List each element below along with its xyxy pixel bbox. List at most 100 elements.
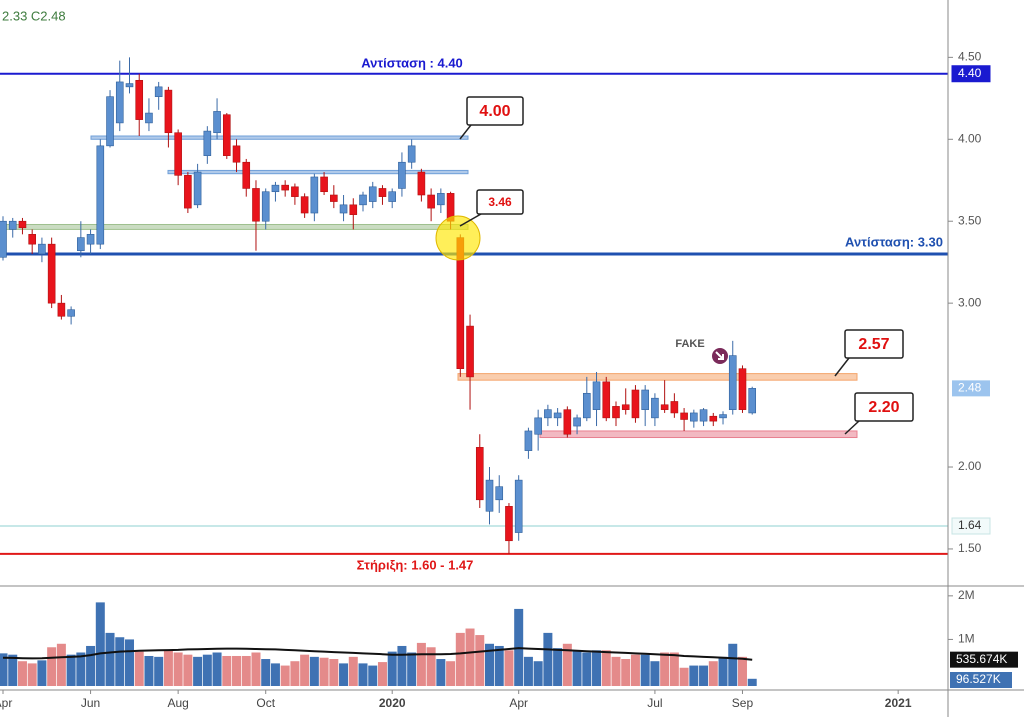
volume-bar: [183, 654, 193, 686]
zone: [90, 135, 469, 140]
y-tick-label: 2.00: [958, 459, 982, 473]
candle-body: [407, 145, 416, 163]
volume-bar: [202, 654, 212, 686]
y-tick-label: 1.50: [958, 541, 982, 555]
last-price-label: 2.48: [958, 381, 982, 395]
candle-body: [38, 243, 46, 255]
candle-body: [534, 417, 542, 435]
candle-body: [339, 204, 348, 214]
candle-body: [719, 414, 727, 419]
highlight-circle: [435, 215, 481, 261]
ma-label: 535.674K: [956, 652, 1007, 666]
volume-bar: [86, 645, 96, 686]
volume-bar: [387, 651, 397, 686]
candle-body: [67, 309, 75, 317]
volume-bar: [407, 652, 417, 686]
candle-body: [495, 486, 504, 501]
candle-body: [738, 368, 747, 410]
volume-bar: [358, 663, 368, 686]
candle-body: [728, 355, 737, 410]
volume-bar: [718, 656, 728, 686]
candle-body: [193, 171, 202, 206]
volume-bar: [446, 661, 456, 686]
y-tick-label: 4.50: [958, 50, 982, 64]
candle-body: [281, 184, 289, 191]
candle-body: [544, 409, 552, 419]
volume-bar: [290, 661, 300, 686]
volume-bar: [339, 663, 349, 686]
volume-bar: [348, 656, 358, 686]
zones: [0, 72, 948, 555]
candle-body: [300, 196, 309, 214]
candle-body: [77, 237, 85, 252]
x-tick-label: 2021: [885, 696, 912, 710]
volume-bar: [728, 643, 738, 686]
candle-body: [690, 412, 698, 422]
candle-body: [427, 194, 435, 209]
volume-bar: [582, 652, 592, 686]
x-tick-label: Sep: [732, 696, 754, 710]
candle-body: [125, 83, 134, 88]
y-tick-label: 2M: [958, 588, 975, 602]
callout-pointer: [834, 357, 850, 377]
volume-bar: [553, 648, 563, 686]
callout-label: 3.46: [488, 195, 512, 209]
volume-bar: [232, 655, 242, 686]
volume-bar: [592, 650, 602, 686]
volume-label: 96.527K: [956, 672, 1001, 686]
candle-body: [86, 234, 95, 245]
candle-body: [28, 234, 36, 245]
candle-body: [242, 161, 251, 189]
volume-bar: [455, 632, 465, 686]
candle-body: [115, 81, 124, 124]
volume-ma-line: [2, 647, 753, 661]
volume-bar: [8, 654, 18, 686]
callout-label: 4.00: [479, 103, 510, 120]
zone: [539, 430, 858, 439]
candle-body: [252, 188, 260, 222]
volume-bar: [270, 663, 280, 686]
candle-body: [174, 132, 182, 176]
candle-body: [18, 220, 27, 229]
callout-pointer: [844, 420, 860, 435]
candle-body: [203, 130, 212, 156]
candle-body: [660, 404, 669, 410]
candle-body: [213, 111, 221, 134]
x-tick-label: Jun: [81, 696, 100, 710]
callout-box: [854, 392, 914, 422]
candle-body: [0, 220, 7, 258]
volume-bar: [300, 654, 310, 686]
candle-body: [437, 193, 445, 206]
volume-bar: [699, 665, 709, 686]
candle-body: [271, 184, 280, 193]
candle-body: [524, 430, 533, 451]
volume-bar: [368, 665, 378, 686]
zone: [0, 223, 469, 230]
candle-body: [96, 145, 105, 245]
volume-bar: [689, 665, 699, 686]
volume-bar: [163, 650, 173, 686]
y-tick-label: 4.00: [958, 131, 982, 145]
candle-body: [553, 412, 562, 419]
axis-label-box: [951, 517, 991, 535]
callout-box: [466, 96, 524, 126]
volume-bar: [747, 678, 757, 686]
volume-bar: [416, 642, 426, 686]
candle-body: [592, 381, 601, 410]
candle-body: [145, 112, 153, 124]
volume-bar: [465, 628, 475, 686]
candle-body: [388, 191, 397, 202]
candle-body: [466, 325, 474, 378]
y-tick-label: 3.00: [958, 295, 982, 309]
candle-body: [699, 409, 708, 422]
candle-body: [261, 191, 270, 222]
candle-body: [485, 479, 494, 512]
candle-body: [398, 161, 406, 189]
volume-bar: [27, 663, 37, 686]
volume-bar: [105, 632, 115, 686]
volume-bar: [543, 632, 553, 686]
volume-bar: [95, 602, 105, 686]
callout-pointer: [459, 124, 472, 140]
level-label: Αντίσταση : 4.40: [361, 55, 463, 70]
